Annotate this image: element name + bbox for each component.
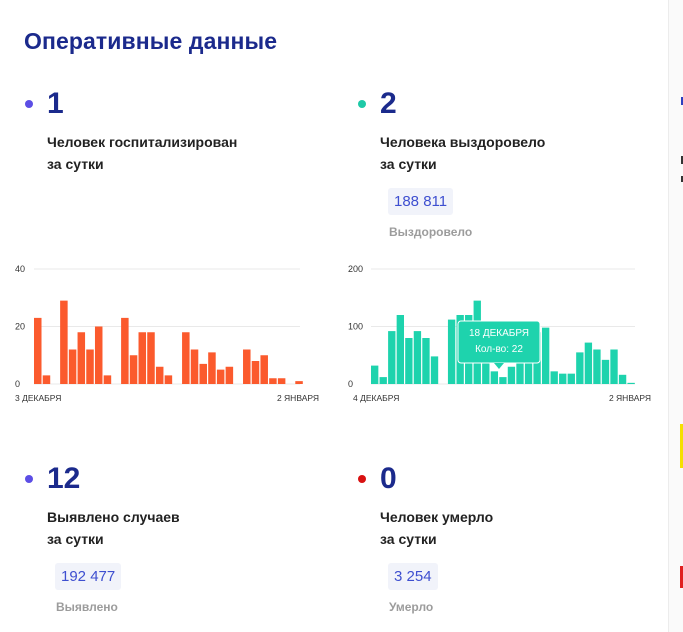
bar — [217, 370, 225, 384]
bar — [199, 364, 207, 384]
hospitalized-label: Человек госпитализирован за сутки — [47, 131, 237, 175]
bar — [602, 360, 609, 384]
x-end-label: 2 ЯНВАРЯ — [609, 393, 651, 403]
bar — [191, 350, 199, 385]
recovered-total-caption: Выздоровело — [389, 225, 472, 239]
bar — [619, 375, 626, 384]
bar — [627, 383, 634, 384]
bar — [508, 367, 515, 384]
bar — [78, 332, 86, 384]
bar — [208, 352, 216, 384]
recovered-chart: 200 100 0 4 ДЕКАБРЯ 2 ЯНВАРЯ 18 ДЕКАБРЯ Кол-во… — [335, 258, 665, 408]
x-start-label: 3 ДЕКАБРЯ — [15, 393, 61, 403]
bar — [414, 331, 421, 384]
hospitalized-chart: 40 20 0 3 ДЕКАБРЯ 2 ЯНВАРЯ — [0, 258, 330, 408]
bar — [422, 338, 429, 384]
bar — [104, 375, 112, 384]
bar — [156, 367, 164, 384]
cases-total-caption: Выявлено — [56, 600, 118, 614]
bar — [260, 355, 268, 384]
x-start-label: 4 ДЕКАБРЯ — [353, 393, 399, 403]
bar — [585, 343, 592, 384]
y-tick-label: 100 — [348, 322, 363, 332]
bar — [559, 374, 566, 384]
bar — [147, 332, 155, 384]
deaths-dot — [358, 475, 366, 483]
bar — [43, 375, 51, 384]
recovered-dot — [358, 100, 366, 108]
cases-count: 12 — [47, 463, 80, 495]
bar — [34, 318, 42, 384]
bar — [139, 332, 147, 384]
bar — [121, 318, 129, 384]
deaths-label: Человек умерло за сутки — [380, 506, 493, 550]
bar — [86, 350, 94, 385]
bar — [371, 366, 378, 384]
y-tick-label: 0 — [348, 379, 353, 389]
bar — [269, 378, 277, 384]
bar — [226, 367, 234, 384]
bar — [243, 350, 251, 385]
bar — [130, 355, 138, 384]
x-end-label: 2 ЯНВАРЯ — [277, 393, 319, 403]
page-title: Оперативные данные — [24, 28, 277, 55]
hospitalized-dot — [25, 100, 33, 108]
bar — [397, 315, 404, 384]
tooltip-arrow — [494, 363, 504, 369]
adjacent-panel-edge — [668, 0, 683, 632]
bar — [610, 350, 617, 385]
bar — [295, 381, 303, 384]
bar — [380, 377, 387, 384]
recovered-total: 188 811 — [388, 188, 453, 215]
bar — [182, 332, 190, 384]
bar — [431, 356, 438, 384]
bar — [69, 350, 77, 385]
cases-total: 192 477 — [55, 563, 121, 590]
y-tick-label: 40 — [15, 264, 25, 274]
bar — [491, 371, 498, 384]
bar — [278, 378, 286, 384]
y-tick-label: 200 — [348, 264, 363, 274]
cases-dot — [25, 475, 33, 483]
deaths-total: 3 254 — [388, 563, 438, 590]
hospitalized-count: 1 — [47, 88, 64, 120]
y-tick-label: 0 — [15, 379, 20, 389]
bar — [551, 371, 558, 384]
deaths-count: 0 — [380, 463, 397, 495]
recovered-count: 2 — [380, 88, 397, 120]
bar — [593, 350, 600, 385]
bar — [568, 374, 575, 384]
bar — [252, 361, 260, 384]
bar — [576, 352, 583, 384]
bar — [95, 327, 103, 385]
bar — [388, 331, 395, 384]
tooltip-count: Кол-во: 22 — [475, 344, 523, 355]
bar — [499, 377, 506, 384]
deaths-total-caption: Умерло — [389, 600, 433, 614]
y-tick-label: 20 — [15, 322, 25, 332]
bar — [60, 301, 68, 384]
bar — [405, 338, 412, 384]
bar — [165, 375, 173, 384]
bar — [542, 328, 549, 384]
tooltip-date: 18 ДЕКАБРЯ — [469, 328, 529, 339]
bar — [448, 320, 455, 384]
cases-label: Выявлено случаев за сутки — [47, 506, 180, 550]
recovered-label: Человека выздоровело за сутки — [380, 131, 545, 175]
